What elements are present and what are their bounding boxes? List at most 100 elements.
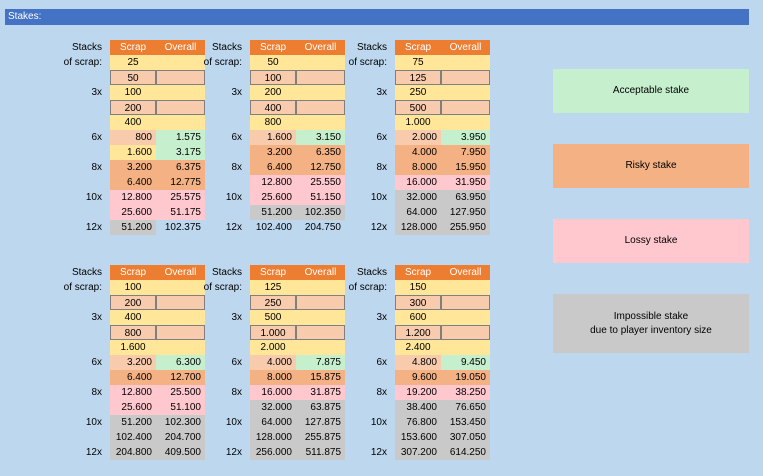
multiplier-label: 12x bbox=[370, 222, 387, 233]
scrap-cell: 150 bbox=[395, 280, 441, 295]
multiplier-label: 12x bbox=[225, 222, 242, 233]
scrap-cell: 800 bbox=[110, 130, 156, 145]
scrap-cell: 75 bbox=[395, 55, 441, 70]
multiplier-label: 12x bbox=[225, 447, 242, 458]
overall-cell bbox=[296, 280, 345, 295]
legend-item: Lossy stake bbox=[553, 219, 749, 263]
overall-cell: 307.050 bbox=[441, 430, 490, 445]
legend-item: Risky stake bbox=[553, 144, 749, 188]
overall-cell bbox=[156, 340, 205, 355]
legend-label: Risky stake bbox=[625, 160, 677, 171]
scrap-cell: 128.000 bbox=[250, 430, 296, 445]
scrap-cell: 400 bbox=[250, 100, 296, 115]
of-scrap-label: of scrap: bbox=[348, 57, 387, 68]
multiplier-label: 6x bbox=[376, 132, 387, 143]
overall-cell: 204.700 bbox=[156, 430, 205, 445]
overall-header: Overall bbox=[296, 40, 345, 55]
overall-cell bbox=[156, 310, 205, 325]
overall-cell bbox=[296, 340, 345, 355]
scrap-cell: 25 bbox=[110, 55, 156, 70]
overall-cell bbox=[296, 55, 345, 70]
multiplier-label: 10x bbox=[85, 192, 102, 203]
scrap-cell: 1.600 bbox=[250, 130, 296, 145]
scrap-header: Scrap bbox=[395, 40, 441, 55]
legend-item: Acceptable stake bbox=[553, 69, 749, 113]
overall-cell: 15.875 bbox=[296, 370, 345, 385]
multiplier-label: 10x bbox=[370, 417, 387, 428]
scrap-cell: 2.000 bbox=[250, 340, 296, 355]
overall-cell bbox=[156, 100, 205, 115]
sheet-title: Stakes: bbox=[5, 9, 749, 25]
overall-cell bbox=[296, 115, 345, 130]
overall-cell: 25.550 bbox=[296, 175, 345, 190]
overall-cell: 31.950 bbox=[441, 175, 490, 190]
scrap-cell: 400 bbox=[110, 310, 156, 325]
overall-cell: 511.875 bbox=[296, 445, 345, 460]
overall-cell bbox=[296, 100, 345, 115]
overall-cell bbox=[296, 85, 345, 100]
scrap-cell: 256.000 bbox=[250, 445, 296, 460]
overall-cell: 6.350 bbox=[296, 145, 345, 160]
overall-cell bbox=[441, 70, 490, 85]
stacks-label: Stacks bbox=[356, 267, 387, 278]
overall-cell: 127.875 bbox=[296, 415, 345, 430]
overall-cell: 63.950 bbox=[441, 190, 490, 205]
scrap-cell: 64.000 bbox=[250, 415, 296, 430]
overall-cell: 7.950 bbox=[441, 145, 490, 160]
scrap-cell: 50 bbox=[110, 70, 156, 85]
multiplier-label: 3x bbox=[91, 312, 102, 323]
scrap-cell: 4.800 bbox=[395, 355, 441, 370]
scrap-cell: 8.000 bbox=[395, 160, 441, 175]
overall-cell: 63.875 bbox=[296, 400, 345, 415]
overall-cell: 255.875 bbox=[296, 430, 345, 445]
overall-cell bbox=[441, 340, 490, 355]
of-scrap-label: of scrap: bbox=[203, 282, 242, 293]
scrap-cell: 250 bbox=[395, 85, 441, 100]
overall-cell: 76.650 bbox=[441, 400, 490, 415]
overall-cell: 153.450 bbox=[441, 415, 490, 430]
scrap-cell: 1.600 bbox=[110, 145, 156, 160]
scrap-cell: 4.000 bbox=[395, 145, 441, 160]
multiplier-label: 8x bbox=[376, 162, 387, 173]
scrap-header: Scrap bbox=[110, 40, 156, 55]
overall-cell: 19.050 bbox=[441, 370, 490, 385]
scrap-cell: 25.600 bbox=[250, 190, 296, 205]
scrap-header: Scrap bbox=[250, 265, 296, 280]
scrap-cell: 100 bbox=[110, 85, 156, 100]
overall-cell bbox=[441, 280, 490, 295]
scrap-cell: 307.200 bbox=[395, 445, 441, 460]
overall-cell: 25.575 bbox=[156, 190, 205, 205]
multiplier-label: 8x bbox=[231, 387, 242, 398]
overall-cell bbox=[441, 55, 490, 70]
legend-label: Lossy stake bbox=[624, 235, 678, 246]
overall-cell: 3.175 bbox=[156, 145, 205, 160]
scrap-cell: 25.600 bbox=[110, 205, 156, 220]
scrap-cell: 6.400 bbox=[110, 370, 156, 385]
stacks-label: Stacks bbox=[71, 267, 102, 278]
overall-cell: 38.250 bbox=[441, 385, 490, 400]
scrap-cell: 32.000 bbox=[250, 400, 296, 415]
multiplier-label: 10x bbox=[225, 417, 242, 428]
scrap-cell: 19.200 bbox=[395, 385, 441, 400]
scrap-cell: 200 bbox=[110, 100, 156, 115]
scrap-cell: 102.400 bbox=[110, 430, 156, 445]
multiplier-label: 10x bbox=[370, 192, 387, 203]
overall-cell bbox=[156, 115, 205, 130]
multiplier-label: 6x bbox=[231, 357, 242, 368]
overall-cell: 409.500 bbox=[156, 445, 205, 460]
overall-cell bbox=[156, 55, 205, 70]
scrap-cell: 128.000 bbox=[395, 220, 441, 235]
multiplier-label: 10x bbox=[225, 192, 242, 203]
overall-cell: 9.450 bbox=[441, 355, 490, 370]
scrap-cell: 800 bbox=[250, 115, 296, 130]
overall-header: Overall bbox=[441, 265, 490, 280]
scrap-cell: 125 bbox=[250, 280, 296, 295]
legend-label: Acceptable stake bbox=[612, 85, 690, 96]
overall-cell: 127.950 bbox=[441, 205, 490, 220]
overall-cell bbox=[441, 325, 490, 340]
overall-cell: 614.250 bbox=[441, 445, 490, 460]
multiplier-label: 8x bbox=[91, 387, 102, 398]
of-scrap-label: of scrap: bbox=[63, 57, 102, 68]
overall-cell: 51.150 bbox=[296, 190, 345, 205]
multiplier-label: 8x bbox=[376, 387, 387, 398]
